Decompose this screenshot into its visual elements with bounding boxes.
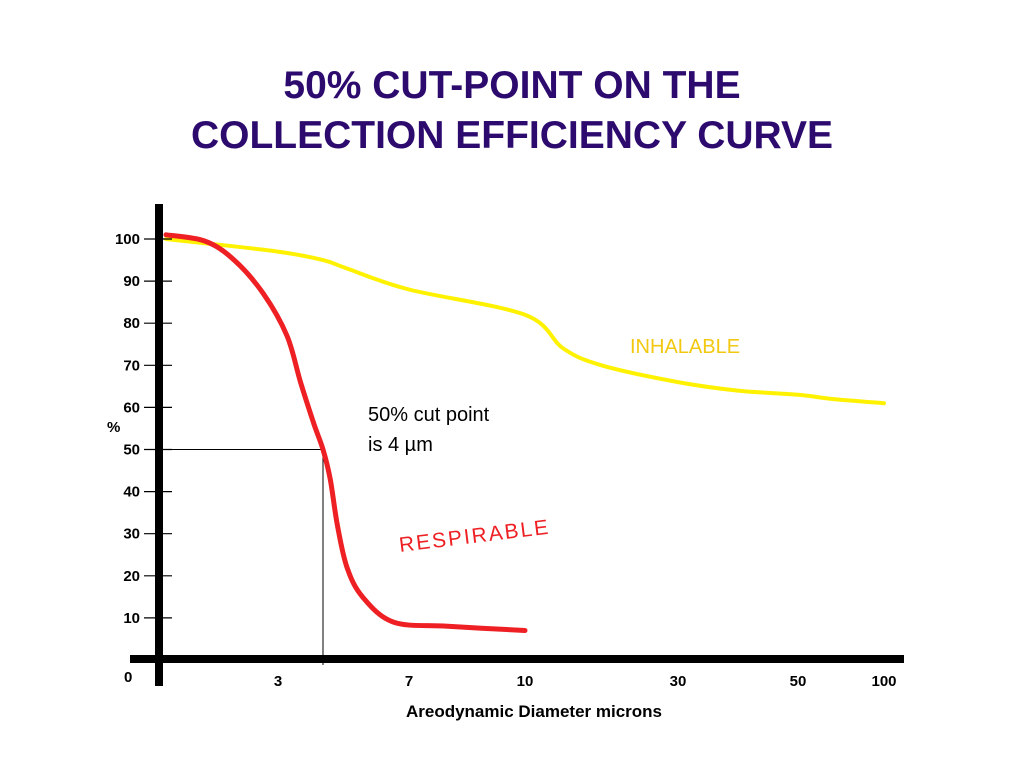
y-axis-ticks: 10 20 30 40 50 60 70 80 90 100 [115, 231, 172, 627]
cut-point-guides [162, 449, 324, 665]
chart-series [163, 232, 886, 633]
chart-axes [130, 204, 904, 686]
x-tick-label: 30 [670, 673, 687, 690]
y-tick-label: 30 [123, 526, 140, 543]
respirable-curve [163, 232, 528, 633]
y-tick-label: 70 [123, 357, 140, 374]
x-tick-label: 100 [871, 673, 896, 690]
cut-point-annotation-line-2: is 4 µm [368, 434, 433, 456]
cut-point-annotation-line-1: 50% cut point [368, 404, 490, 426]
y-tick-label: 90 [123, 273, 140, 290]
x-tick-label: 3 [274, 673, 282, 690]
slide-title-line-2: COLLECTION EFFICIENCY CURVE [190, 114, 834, 157]
x-axis-label: Areodynamic Diameter microns [406, 702, 662, 721]
x-tick-label: 10 [517, 673, 534, 690]
slide-title-line-1: 50% CUT-POINT ON THE [283, 64, 741, 107]
x-axis-ticks: 3 7 10 30 50 100 [274, 673, 897, 690]
y-tick-label: 60 [123, 399, 140, 416]
y-tick-label: 80 [123, 315, 140, 332]
respirable-series-label: RESPIRABLE [398, 516, 552, 557]
origin-label: 0 [124, 669, 132, 686]
x-tick-label: 50 [790, 673, 807, 690]
x-tick-label: 7 [405, 673, 413, 690]
y-tick-label: 20 [123, 568, 140, 585]
y-tick-label: 40 [123, 484, 140, 501]
inhalable-series-label: INHALABLE [630, 336, 740, 358]
inhalable-curve [164, 237, 886, 406]
y-tick-label: 100 [115, 231, 140, 248]
y-tick-label: 10 [123, 610, 140, 627]
y-axis-label: % [107, 419, 120, 436]
y-tick-label: 50 [123, 442, 140, 459]
